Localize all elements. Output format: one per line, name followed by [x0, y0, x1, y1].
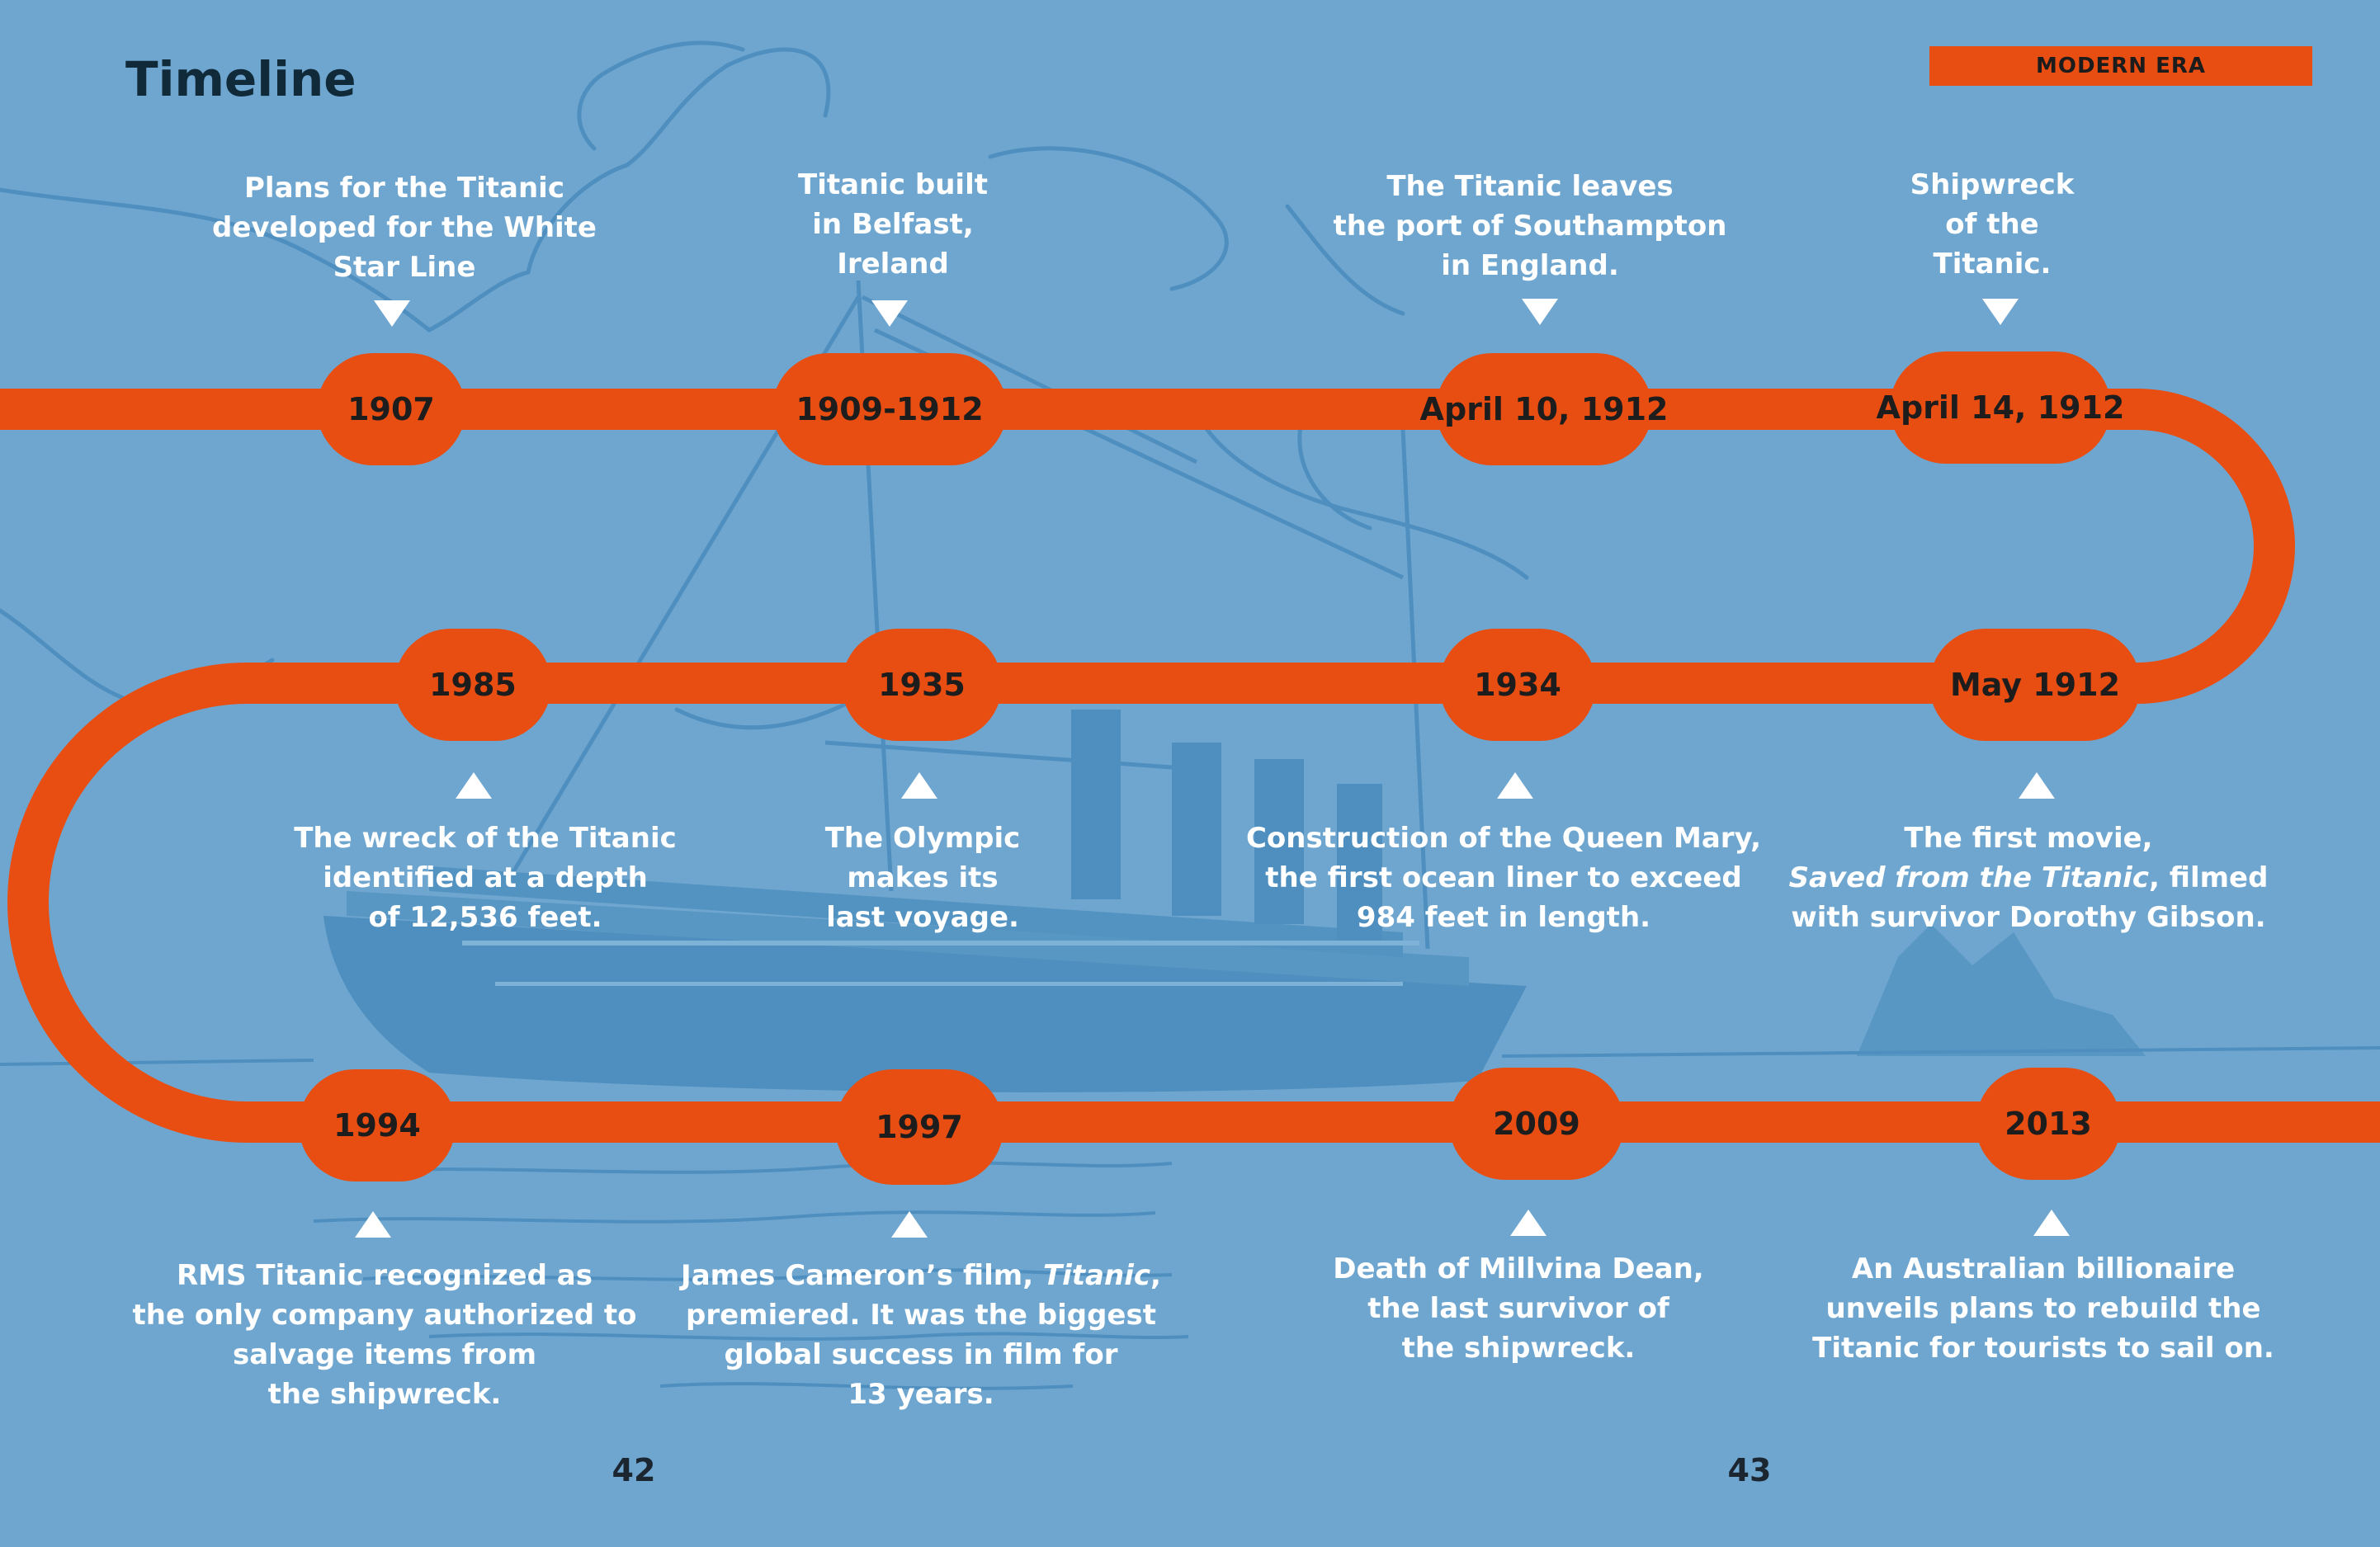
caption-line: makes its [847, 861, 999, 894]
caption-line: the port of Southampton [1333, 210, 1727, 243]
pointer-down-icon [871, 300, 908, 327]
caption-line: RMS Titanic recognized as [177, 1259, 593, 1292]
pointer-down-icon [374, 300, 410, 327]
caption-line: The wreck of the Titanic [294, 822, 677, 855]
pointer-up-icon [2019, 772, 2055, 799]
caption-line: unveils plans to rebuild the [1825, 1292, 2261, 1325]
pointer-down-icon [1522, 299, 1558, 325]
caption-line: with survivor Dorothy Gibson. [1791, 901, 2266, 934]
pointer-up-icon [456, 772, 492, 799]
caption-line: last voyage. [826, 901, 1019, 934]
event-caption: The first movie, Saved from the Titanic,… [1773, 818, 2284, 937]
event-date: 1994 [299, 1069, 456, 1181]
caption-line: the shipwreck. [267, 1378, 502, 1411]
caption-line: An Australian billionaire [1851, 1252, 2236, 1285]
caption-line: identified at a depth [323, 861, 648, 894]
pointer-up-icon [2033, 1210, 2070, 1236]
caption-line: 13 years. [848, 1378, 994, 1411]
pointer-up-icon [355, 1211, 391, 1238]
page-number-left: 42 [612, 1452, 656, 1488]
caption-line: the only company authorized to [132, 1299, 637, 1332]
event-caption: The wreck of the Titanic identified at a… [229, 818, 741, 937]
event-date: 1907 [317, 353, 465, 465]
event-date: 2009 [1449, 1068, 1624, 1180]
section-tag: MODERN ERA [1929, 46, 2312, 86]
caption-line: in England. [1441, 249, 1619, 282]
caption-line: Ireland [837, 248, 949, 281]
caption-line: Titanic. [1933, 248, 2052, 281]
caption-line: James Cameron’s film, Titanic, [665, 1256, 1177, 1295]
caption-line: of the [1945, 208, 2039, 241]
event-date: 2013 [1976, 1068, 2121, 1180]
pointer-up-icon [901, 772, 937, 799]
caption-line: 984 feet in length. [1356, 901, 1651, 934]
event-caption: Death of Millvina Dean, the last survivo… [1263, 1249, 1774, 1368]
movie-title: Saved from the Titanic [1788, 861, 2149, 894]
event-date: 1985 [394, 629, 551, 741]
event-caption: Shipwreck of the Titanic. [1736, 165, 2248, 284]
caption-line: The first movie, [1904, 822, 2153, 855]
caption-line: Saved from the Titanic, filmed [1773, 858, 2284, 898]
caption-fragment: , [1150, 1259, 1161, 1292]
film-title: Titanic [1042, 1259, 1151, 1292]
caption-line: salvage items from [233, 1338, 536, 1371]
event-date: April 14, 1912 [1877, 351, 2124, 464]
caption-line: Plans for the Titanic [244, 172, 564, 205]
pointer-up-icon [1510, 1210, 1547, 1236]
caption-line: The Titanic leaves [1386, 170, 1674, 203]
event-caption: Construction of the Queen Mary, the firs… [1215, 818, 1792, 937]
caption-line: Death of Millvina Dean, [1333, 1252, 1704, 1285]
event-date: 1935 [842, 629, 1002, 741]
pointer-up-icon [891, 1211, 928, 1238]
caption-line: Construction of the Queen Mary, [1245, 822, 1762, 855]
event-date: May 1912 [1929, 629, 2141, 741]
event-caption: RMS Titanic recognized as the only compa… [129, 1256, 640, 1414]
event-caption: Plans for the Titanic developed for the … [149, 168, 660, 287]
caption-line: premiered. It was the biggest [686, 1299, 1156, 1332]
pointer-down-icon [1982, 299, 2019, 325]
caption-fragment: James Cameron’s film, [681, 1259, 1043, 1292]
event-date: 1997 [835, 1069, 1003, 1185]
caption-line: the shipwreck. [1401, 1332, 1636, 1365]
caption-line: Shipwreck [1910, 168, 2075, 201]
page-number-right: 43 [1727, 1452, 1772, 1488]
event-caption: Titanic built in Belfast, Ireland [637, 165, 1149, 284]
caption-line: the first ocean liner to exceed [1265, 861, 1742, 894]
caption-line: global success in film for [724, 1338, 1118, 1371]
event-caption: An Australian billionaire unveils plans … [1787, 1249, 2299, 1368]
caption-fragment: , filmed [2148, 861, 2269, 894]
pointer-up-icon [1497, 772, 1533, 799]
caption-line: Star Line [333, 251, 476, 284]
caption-line: the last survivor of [1367, 1292, 1669, 1325]
caption-line: Titanic for tourists to sail on. [1812, 1332, 2274, 1365]
event-caption: The Titanic leaves the port of Southampt… [1274, 167, 1786, 285]
caption-line: developed for the White [212, 211, 597, 244]
caption-line: in Belfast, [812, 208, 974, 241]
event-caption: James Cameron’s film, Titanic, premiered… [665, 1256, 1177, 1414]
caption-line: The Olympic [824, 822, 1021, 855]
event-date: April 10, 1912 [1420, 353, 1668, 465]
caption-line: of 12,536 feet. [368, 901, 602, 934]
event-caption: The Olympic makes its last voyage. [667, 818, 1178, 937]
caption-line: Titanic built [798, 168, 988, 201]
event-date: 1934 [1439, 629, 1596, 741]
event-date: 1909-1912 [772, 353, 1007, 465]
page-title: Timeline [125, 51, 357, 107]
